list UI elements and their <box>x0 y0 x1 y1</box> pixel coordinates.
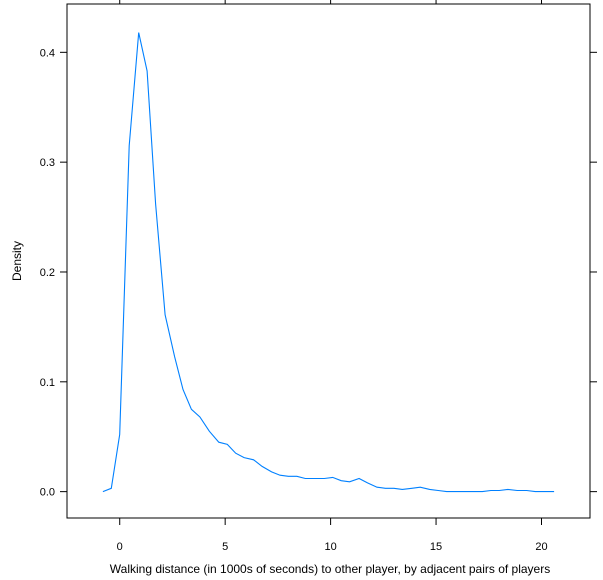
plot-frame <box>66 3 591 519</box>
y-tick-label: 0.3 <box>40 157 55 169</box>
y-tick-label: 0.0 <box>40 487 55 499</box>
y-axis-title: Density <box>10 241 24 281</box>
y-tick-label: 0.2 <box>40 267 55 279</box>
y-tick-label: 0.1 <box>40 377 55 389</box>
x-tick-label: 0 <box>117 541 123 553</box>
x-tick-label: 5 <box>222 541 228 553</box>
x-axis-title: Walking distance (in 1000s of seconds) t… <box>110 562 550 576</box>
y-tick-label: 0.4 <box>40 47 55 59</box>
x-tick-label: 10 <box>324 541 336 553</box>
x-tick-label: 15 <box>430 541 442 553</box>
y-axis: 0.0 0.1 0.2 0.3 0.4 <box>40 47 597 499</box>
x-axis: 0 5 10 15 20 <box>117 0 548 553</box>
x-tick-label: 20 <box>535 541 547 553</box>
density-curve <box>102 32 555 493</box>
